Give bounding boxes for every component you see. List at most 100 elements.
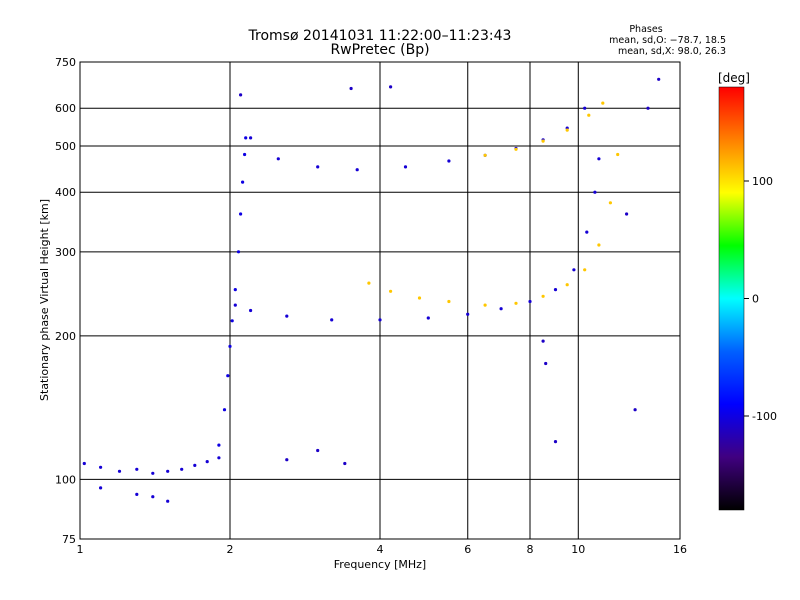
data-point: [553, 440, 558, 444]
data-point: [180, 467, 184, 471]
data-point: [349, 86, 353, 91]
data-point: [514, 147, 518, 151]
data-point: [217, 443, 221, 447]
data-point: [343, 461, 347, 466]
data-point: [117, 469, 122, 473]
data-point: [541, 339, 545, 343]
data-point: [544, 361, 548, 366]
data-point: [222, 408, 227, 412]
colorbar: [718, 86, 745, 511]
data-point: [99, 486, 103, 490]
y-tick-label: 750: [55, 56, 76, 69]
data-point: [99, 465, 103, 469]
data-point: [230, 319, 234, 323]
data-point: [82, 461, 86, 466]
data-point: [541, 139, 545, 143]
phases-line-x: mean, sd,X: 98.0, 26.3: [618, 46, 726, 57]
data-point: [166, 499, 170, 503]
data-point: [583, 106, 587, 110]
data-point: [236, 250, 241, 254]
y-tick-label: 600: [55, 102, 76, 115]
data-point: [447, 299, 451, 304]
x-axis-ticks: 1 2 4 6 8 10 16: [77, 543, 688, 556]
chart-title: Tromsø 20141031 11:22:00–11:23:43: [248, 28, 512, 44]
data-point: [565, 283, 569, 287]
chart-subtitle: RwPretec (Bp): [330, 42, 429, 58]
data-point: [166, 469, 170, 473]
data-point: [205, 460, 209, 464]
data-points: [82, 77, 661, 503]
data-point: [193, 463, 197, 467]
data-point: [226, 374, 230, 378]
data-point: [135, 467, 139, 471]
data-point: [597, 243, 601, 247]
data-point: [483, 303, 487, 307]
data-point: [499, 307, 503, 311]
y-tick-label: 400: [55, 186, 76, 199]
plot-grid: [80, 62, 680, 539]
plot-frame: [79, 61, 681, 540]
data-point: [285, 458, 289, 462]
data-point: [367, 281, 371, 285]
data-point: [330, 318, 334, 322]
data-point: [528, 299, 532, 304]
colorbar-tick-label: -100: [752, 410, 777, 423]
data-point: [228, 344, 232, 348]
data-point: [276, 157, 280, 161]
data-point: [625, 212, 629, 216]
data-point: [249, 136, 253, 140]
y-axis-ticks: 75 100 200 300 400 500 600 750: [55, 56, 76, 546]
data-point: [583, 268, 587, 272]
data-point: [483, 153, 487, 157]
y-axis-label: Stationary phase Virtual Height [km]: [38, 199, 51, 401]
x-axis-label: Frequency [MHz]: [334, 558, 426, 571]
data-point: [633, 408, 637, 412]
data-point: [355, 168, 359, 172]
data-point: [243, 152, 247, 157]
data-point: [565, 128, 569, 132]
data-point: [244, 136, 248, 140]
data-point: [601, 101, 605, 105]
x-tick-label: 8: [527, 543, 534, 556]
data-point: [233, 303, 237, 307]
data-point: [593, 190, 597, 194]
x-tick-label: 6: [464, 543, 471, 556]
x-tick-label: 10: [571, 543, 585, 556]
data-point: [466, 312, 470, 316]
x-tick-label: 16: [673, 543, 687, 556]
data-point: [233, 288, 237, 292]
phases-heading: Phases: [629, 24, 662, 35]
data-point: [239, 93, 243, 97]
data-point: [285, 314, 289, 318]
colorbar-label: [deg]: [718, 71, 750, 85]
phases-line-o: mean, sd,O: −78.7, 18.5: [609, 35, 726, 46]
x-tick-label: 4: [377, 543, 384, 556]
data-point: [447, 159, 451, 163]
data-point: [646, 106, 650, 110]
data-point: [608, 201, 613, 205]
data-point: [585, 230, 589, 234]
data-point: [514, 301, 518, 305]
y-tick-label: 75: [62, 533, 76, 546]
data-point: [389, 85, 393, 89]
data-point: [426, 316, 430, 320]
data-point: [657, 77, 661, 81]
x-tick-label: 2: [227, 543, 234, 556]
y-tick-label: 100: [55, 473, 76, 486]
data-point: [541, 294, 545, 298]
data-point: [217, 456, 221, 460]
data-point: [239, 212, 243, 216]
data-point: [378, 318, 382, 322]
data-point: [572, 268, 576, 272]
data-point: [135, 492, 139, 496]
data-point: [241, 180, 245, 184]
y-tick-label: 200: [55, 330, 76, 343]
data-point: [316, 165, 320, 169]
colorbar-tick-label: 0: [752, 293, 759, 306]
colorbar-ticks: 100 0 -100: [744, 175, 777, 423]
x-tick-label: 1: [77, 543, 84, 556]
y-tick-label: 500: [55, 140, 76, 153]
colorbar-tick-label: 100: [752, 175, 773, 188]
data-point: [553, 288, 558, 292]
data-point: [587, 113, 591, 117]
